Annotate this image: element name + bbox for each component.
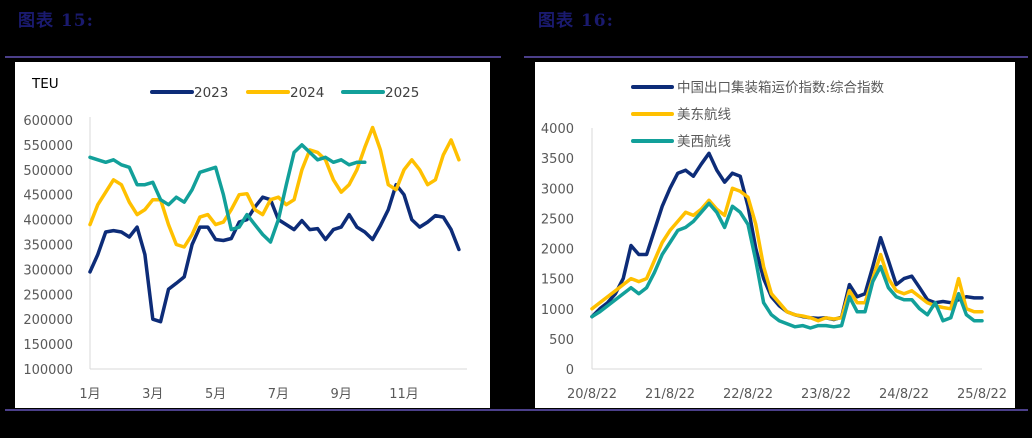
y-unit-label: TEU [31, 76, 59, 92]
y-tick-label: 100000 [23, 363, 73, 378]
chart-15-panel [15, 62, 490, 408]
y-tick-label: 500 [549, 333, 574, 348]
x-tick-label: 20/8/22 [567, 387, 617, 402]
y-tick-label: 500000 [23, 164, 73, 179]
x-tick-label: 7月 [268, 387, 289, 402]
legend-label-1: 美东航线 [677, 107, 731, 123]
x-tick-label: 24/8/22 [879, 387, 929, 402]
x-tick-label: 9月 [331, 387, 352, 402]
x-tick-label: 22/8/22 [723, 387, 773, 402]
legend-label-2024: 2024 [290, 85, 324, 101]
x-tick-label: 11月 [389, 387, 419, 402]
y-tick-label: 450000 [23, 189, 73, 204]
y-tick-label: 4000 [541, 122, 574, 137]
legend-label-2023: 2023 [194, 85, 228, 101]
series-line-2024 [88, 125, 461, 249]
x-tick-label: 3月 [142, 387, 163, 402]
chart-16-panel [535, 62, 1015, 408]
y-tick-label: 2000 [541, 243, 574, 258]
y-tick-label: 2500 [541, 212, 574, 227]
y-tick-label: 1000 [541, 303, 574, 318]
figure-15-bottom-rule [5, 409, 1028, 411]
series-line-2 [590, 201, 984, 330]
legend-label-2: 美西航线 [677, 134, 731, 150]
y-tick-label: 3500 [541, 152, 574, 167]
y-tick-label: 200000 [23, 313, 73, 328]
x-tick-label: 1月 [79, 387, 100, 402]
y-tick-label: 300000 [23, 263, 73, 278]
y-tick-label: 150000 [23, 338, 73, 353]
y-tick-label: 1500 [541, 273, 574, 288]
x-tick-label: 21/8/22 [645, 387, 695, 402]
series-line-1 [590, 186, 984, 323]
legend-label-2025: 2025 [385, 85, 419, 101]
y-tick-label: 350000 [23, 239, 73, 254]
y-tick-label: 600000 [23, 114, 73, 129]
figure-15-top-rule [5, 56, 501, 58]
y-tick-label: 3000 [541, 182, 574, 197]
y-tick-label: 250000 [23, 288, 73, 303]
series-line-0 [590, 151, 984, 322]
legend-label-0: 中国出口集装箱运价指数:综合指数 [677, 80, 885, 96]
y-tick-label: 400000 [23, 214, 73, 229]
x-tick-label: 5月 [205, 387, 226, 402]
series-line-2025 [88, 143, 367, 244]
x-tick-label: 23/8/22 [801, 387, 851, 402]
y-tick-label: 0 [566, 363, 574, 378]
x-tick-label: 25/8/22 [957, 387, 1007, 402]
figure-16-top-rule [524, 56, 1028, 58]
y-tick-label: 550000 [23, 139, 73, 154]
figure-16-title: 图表 16: [538, 11, 614, 31]
figure-15-title: 图表 15: [18, 11, 94, 31]
